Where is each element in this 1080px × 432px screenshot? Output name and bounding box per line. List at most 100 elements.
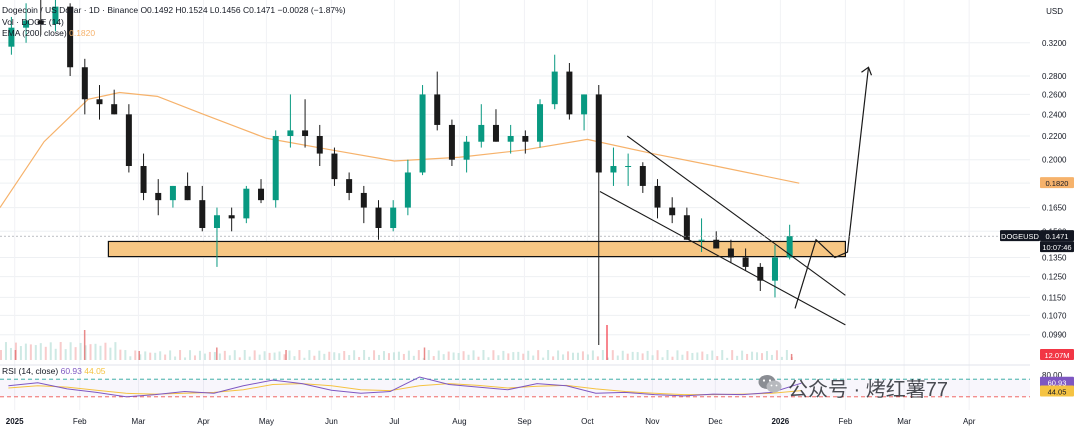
candle-body: [742, 257, 749, 267]
volume-bar: [417, 350, 420, 360]
volume-bar: [442, 354, 445, 360]
volume-bar: [676, 350, 679, 360]
volume-bar: [308, 350, 311, 360]
candle-body: [360, 192, 367, 208]
support-zone: [107, 240, 846, 258]
x-tick-label: Apr: [197, 417, 210, 426]
y-tick-label: 0.3200: [1042, 39, 1067, 48]
volume-spike: [138, 351, 140, 360]
volume-bar: [492, 350, 495, 360]
candle-body: [463, 141, 470, 160]
candle-body: [639, 166, 646, 186]
candle-body: [625, 166, 632, 168]
volume-bar: [547, 350, 550, 360]
volume-bar: [497, 355, 500, 360]
grid-lines: [0, 0, 1030, 410]
volume-bar: [69, 342, 72, 360]
ema-legend-value: 0.1820: [69, 28, 96, 38]
y-tick-label: 0.1150: [1042, 293, 1066, 302]
volume-bar: [89, 344, 92, 360]
volume-bar: [527, 350, 530, 360]
candle-body: [595, 94, 602, 173]
volume-bar: [134, 350, 137, 360]
volume-spike: [14, 350, 17, 360]
volume-bar: [54, 348, 57, 360]
candle-body: [155, 192, 162, 201]
volume-bar: [293, 356, 296, 360]
volume-bar: [9, 347, 12, 360]
candle-body: [169, 185, 176, 201]
volume-bar: [572, 352, 575, 360]
volume-spike: [606, 325, 608, 360]
volume-bar: [159, 351, 162, 360]
volume-bar: [537, 350, 540, 360]
volume-bar: [368, 356, 371, 360]
x-tick-label: Nov: [645, 417, 659, 426]
volume-bar: [328, 351, 331, 360]
volume-bar: [512, 352, 515, 360]
volume-bar: [641, 353, 644, 360]
volume-bar: [522, 353, 525, 360]
volume-bar: [39, 343, 42, 360]
x-tick-label: Feb: [73, 417, 87, 426]
volume-bar: [298, 350, 301, 360]
volume-bar: [4, 342, 7, 360]
price-axis[interactable]: 0.3200 0.2800 0.2600 0.2400 0.2200 0.2000 0.16…: [1042, 39, 1067, 380]
volume-bar: [49, 342, 52, 360]
volume-bar: [228, 355, 231, 360]
volume-bar: [775, 350, 778, 360]
volume-bar: [751, 351, 754, 360]
volume-bar: [761, 353, 764, 360]
volume-bar: [243, 350, 246, 360]
volume-bar: [363, 350, 366, 360]
candle-body: [67, 6, 74, 68]
volume-spike: [216, 347, 218, 360]
volume-bar: [79, 342, 82, 360]
volume-bar: [179, 350, 182, 360]
volume-bar: [691, 352, 694, 360]
volume-bar: [661, 357, 664, 360]
candle-body: [419, 94, 426, 173]
volume-bar: [557, 350, 560, 360]
candle-body: [302, 130, 309, 136]
candle-body: [375, 207, 382, 229]
volume-bar: [785, 350, 788, 360]
rsi-ma-value-tag-bg: [1040, 385, 1074, 397]
time-axis[interactable]: 2025 Feb Mar Apr May Jun Jul Aug Sep Oct Nov Dec 202…: [6, 417, 976, 426]
volume-bar: [129, 356, 132, 360]
x-tick-label: Mar: [897, 417, 911, 426]
volume-bar: [706, 354, 709, 360]
volume-bar: [333, 352, 336, 360]
volume-bar: [487, 357, 490, 360]
y-tick-label: 0.2000: [1042, 156, 1067, 165]
volume-bar: [407, 350, 410, 360]
symbol-tag: DOGEUSD: [1001, 232, 1040, 241]
volume-bar: [716, 356, 719, 360]
volume-spike: [790, 353, 793, 360]
rsi-ma-line: [8, 383, 802, 396]
candle-body: [228, 215, 235, 219]
candle-body: [581, 94, 588, 115]
candle-body: [683, 215, 690, 240]
volume-bar: [392, 352, 395, 360]
candle-body: [669, 207, 676, 216]
y-tick-label: 0.2200: [1042, 132, 1067, 141]
candle-body: [331, 153, 338, 180]
candle-body: [404, 172, 411, 208]
x-tick-label: Jun: [325, 417, 338, 426]
volume-bar: [711, 350, 714, 360]
volume-bar: [248, 356, 251, 360]
volume-bar: [253, 350, 256, 360]
volume-bar: [358, 357, 361, 360]
volume-bar: [462, 351, 465, 360]
volume-bar: [457, 352, 460, 360]
y-tick-label: 0.1070: [1042, 311, 1067, 320]
candle-body: [786, 236, 793, 258]
volume-tag-bg: [1040, 349, 1074, 360]
volume-bar: [313, 355, 316, 360]
volume-bar: [402, 353, 405, 360]
volume-bar: [601, 350, 604, 360]
watermark: 公众号 · 烤红薯77: [758, 372, 1058, 401]
volume-bar: [616, 355, 619, 360]
